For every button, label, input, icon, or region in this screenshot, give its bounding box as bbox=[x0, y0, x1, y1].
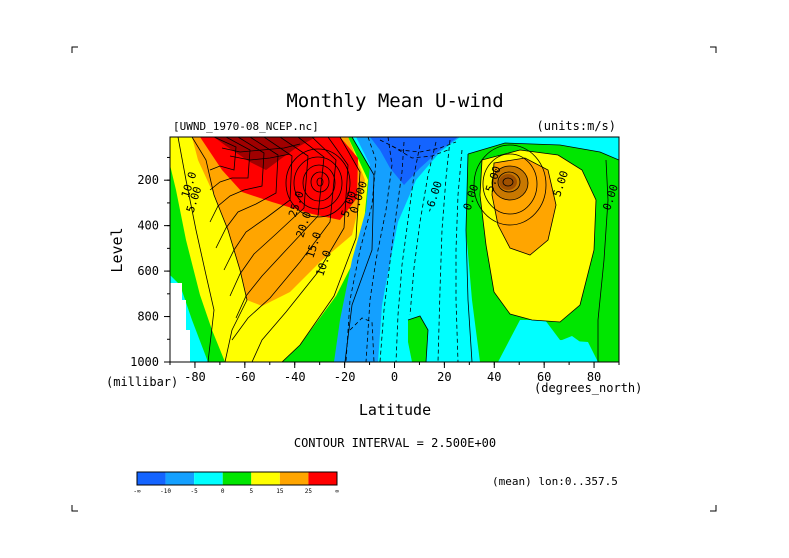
colorbar-label: 25 bbox=[305, 488, 313, 495]
x-tick-label: -80 bbox=[184, 370, 206, 384]
easterly-dashed-contours bbox=[345, 137, 463, 362]
x-axis-title: Latitude bbox=[359, 401, 431, 419]
nh-solid-contours bbox=[407, 142, 619, 362]
x-tick-label: -60 bbox=[234, 370, 256, 384]
x-tick-label: 60 bbox=[537, 370, 551, 384]
x-axis: -80 -60 -40 -20 0 20 40 60 80 bbox=[169, 362, 620, 384]
sh-darkred-core bbox=[214, 137, 316, 170]
x-tick-label: 20 bbox=[437, 370, 451, 384]
colorbar-label: 15 bbox=[276, 488, 284, 495]
nh-surface-cyan-patch bbox=[552, 336, 588, 362]
colorbar-swatch bbox=[279, 472, 309, 485]
colorbar-label: 5 bbox=[249, 488, 253, 495]
plot-title: Monthly Mean U-wind bbox=[286, 90, 503, 112]
x-tick-label: -20 bbox=[334, 370, 356, 384]
colorbar-swatch bbox=[194, 472, 223, 485]
sh-solid-contours bbox=[177, 137, 375, 362]
contour-interval-label: CONTOUR INTERVAL = 2.500E+00 bbox=[294, 436, 496, 450]
y-axis-title: Level bbox=[108, 227, 126, 272]
missing-data-box bbox=[170, 283, 182, 362]
equatorial-green-patch bbox=[408, 316, 428, 362]
colorbar: -∞ -10 -5 0 5 15 25 ∞ bbox=[133, 471, 339, 495]
missing-data-edge bbox=[182, 300, 190, 362]
crop-marks bbox=[71, 46, 717, 512]
x-tick-label: -40 bbox=[284, 370, 306, 384]
x-unit-label: (degrees_north) bbox=[534, 381, 642, 395]
y-unit-label: (millibar) bbox=[106, 375, 178, 389]
colorbar-label: -5 bbox=[191, 488, 199, 495]
x-tick-label: 0 bbox=[391, 370, 398, 384]
dataset-label: [UWND_1970-08_NCEP.nc] bbox=[173, 120, 319, 133]
y-tick-label: 1000 bbox=[130, 355, 159, 369]
colorbar-label: -10 bbox=[160, 488, 171, 495]
colorbar-frame bbox=[136, 471, 338, 486]
y-tick-label: 600 bbox=[137, 264, 159, 278]
nh-jet-core-inner bbox=[499, 174, 517, 190]
colorbar-swatch bbox=[222, 472, 252, 485]
x-tick-label: 80 bbox=[587, 370, 601, 384]
colorbar-label: ∞ bbox=[335, 488, 339, 495]
colorbar-swatch bbox=[165, 472, 195, 485]
contour-field bbox=[170, 137, 619, 362]
colorbar-swatch bbox=[137, 472, 166, 485]
region-label: (mean) lon:0..357.5 bbox=[492, 475, 618, 488]
y-tick-label: 400 bbox=[137, 219, 159, 233]
units-label: (units:m/s) bbox=[537, 119, 616, 133]
colorbar-swatch bbox=[251, 472, 280, 485]
y-axis: 200 400 600 800 1000 bbox=[130, 156, 170, 369]
y-tick-label: 800 bbox=[137, 310, 159, 324]
x-tick-label: 40 bbox=[487, 370, 501, 384]
colorbar-label: 0 bbox=[221, 488, 225, 495]
colorbar-swatch bbox=[308, 472, 337, 485]
y-tick-label: 200 bbox=[137, 173, 159, 187]
easterly-blue-region bbox=[334, 137, 460, 362]
colorbar-label: -∞ bbox=[133, 488, 141, 495]
